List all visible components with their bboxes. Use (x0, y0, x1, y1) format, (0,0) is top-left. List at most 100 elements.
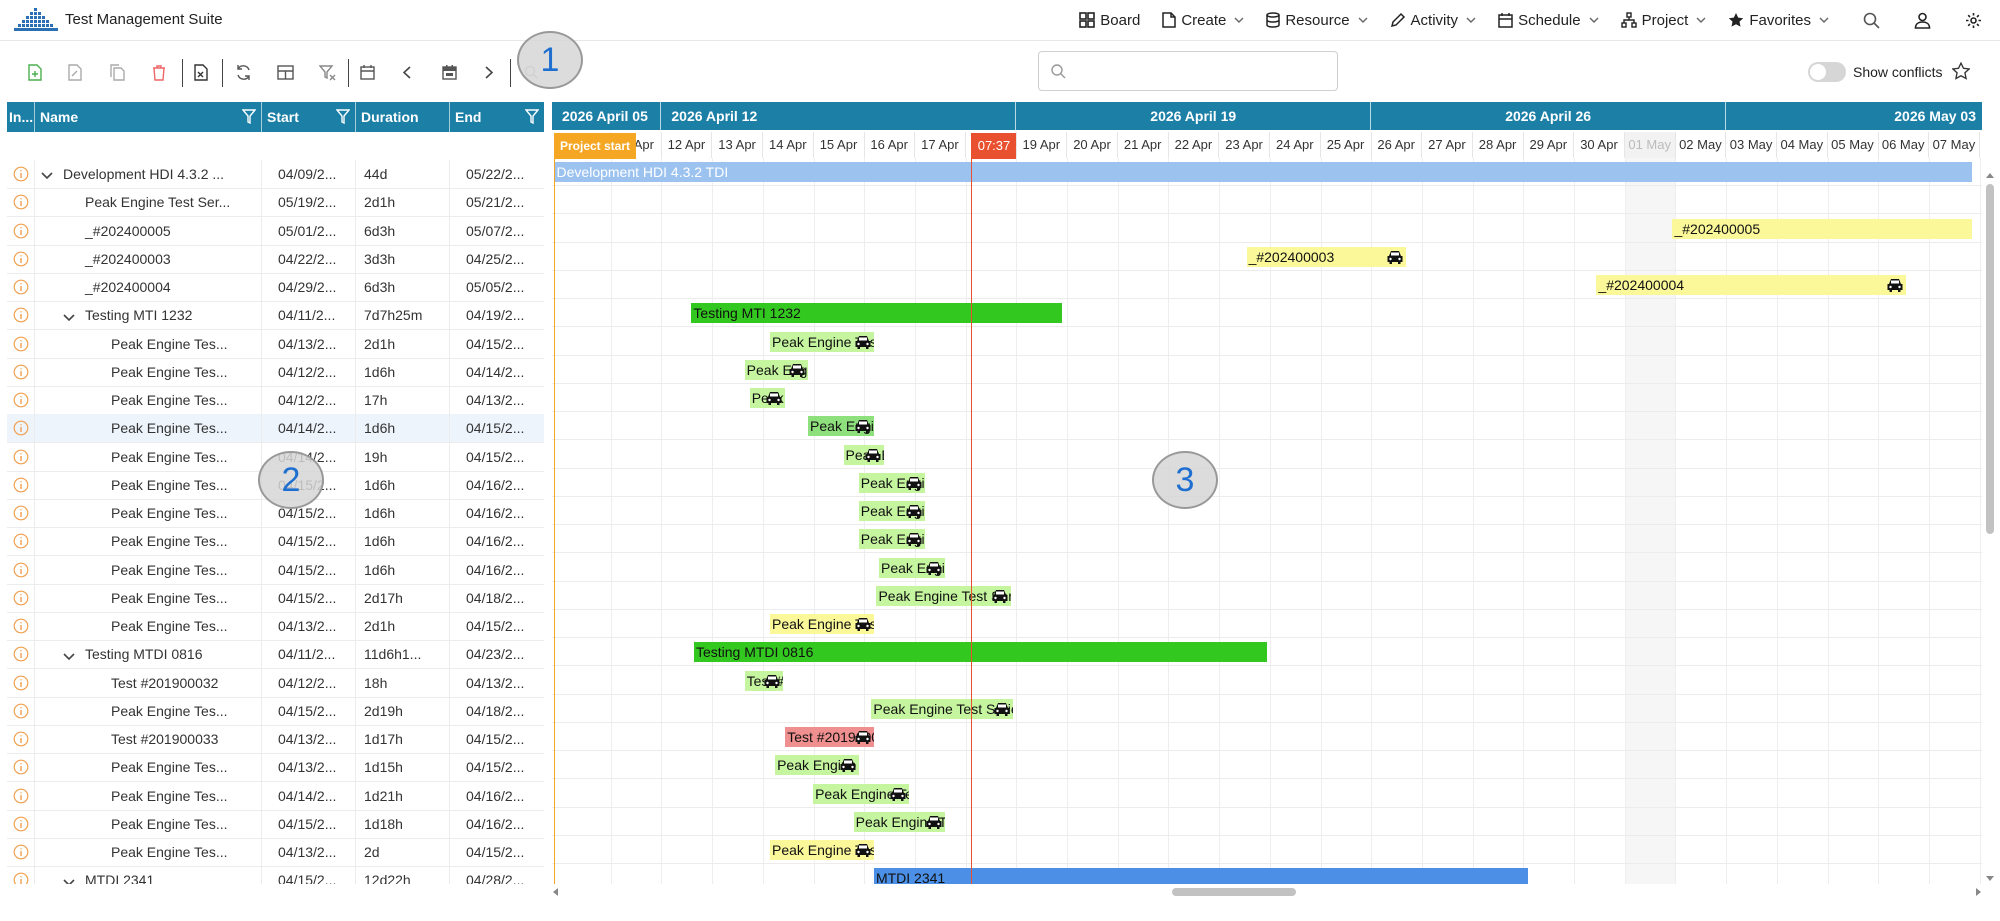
task-bar[interactable]: Peak Engine Test Series (858, 472, 925, 493)
info-cell[interactable] (7, 838, 35, 866)
task-bar[interactable]: Testing MTI 1232 (691, 303, 1062, 324)
global-search-button[interactable] (1863, 12, 1880, 29)
info-cell[interactable] (7, 583, 35, 612)
info-cell[interactable] (7, 386, 35, 414)
filter-icon[interactable] (242, 109, 256, 124)
settings-button[interactable] (1965, 12, 1982, 29)
task-bar[interactable]: Peak Engine Test Series (770, 614, 874, 634)
go-to-date-button[interactable] (356, 61, 378, 83)
user-profile-button[interactable] (1914, 12, 1931, 29)
delete-button[interactable] (148, 61, 170, 83)
table-row[interactable]: MTDI 2341 04/15/2... 12d22h 04/28/2... (7, 866, 544, 884)
task-bar[interactable]: Peak Engine Test Series (843, 444, 885, 465)
task-bar[interactable]: Peak Engine Test Series (876, 585, 1011, 606)
expand-toggle[interactable] (41, 161, 55, 188)
column-header-name[interactable]: Name (35, 102, 262, 132)
nav-resource[interactable]: Resource (1266, 12, 1368, 29)
task-bar[interactable]: _#202400005 (1672, 218, 1972, 239)
info-cell[interactable] (7, 527, 35, 556)
table-row[interactable]: _#202400004 04/29/2... 6d3h 05/05/2... (7, 273, 544, 302)
table-row[interactable]: Peak Engine Tes... 04/13/2... 1d15h 04/15/2… (7, 753, 544, 783)
clear-filter-button[interactable] (316, 61, 338, 83)
search-input[interactable] (1075, 58, 1329, 86)
info-cell[interactable] (7, 160, 35, 188)
expand-toggle[interactable] (63, 642, 77, 669)
table-row[interactable]: Test #201900032 04/12/2... 18h 04/13/2... (7, 668, 544, 698)
info-cell[interactable] (7, 809, 35, 838)
task-bar[interactable]: _#202400003 (1246, 246, 1407, 267)
info-cell[interactable] (7, 329, 35, 358)
table-row[interactable]: Peak Engine Tes... 04/15/2...1d6h 04/16/2.… (7, 555, 544, 585)
expand-toggle[interactable] (63, 868, 77, 884)
info-cell[interactable] (7, 696, 35, 725)
columns-button[interactable] (274, 61, 296, 83)
table-row[interactable]: _#202400003 04/22/2... 3d3h 04/25/2... (7, 244, 544, 274)
project-start-marker[interactable]: Project start (554, 133, 636, 159)
scroll-left-icon[interactable] (552, 888, 560, 896)
nav-create[interactable]: Create (1162, 12, 1244, 29)
task-bar[interactable]: Peak Engine Test Series (858, 529, 925, 550)
today-button[interactable] (438, 61, 460, 83)
nav-schedule[interactable]: Schedule (1498, 12, 1599, 29)
task-bar[interactable]: Peak Engine Test Series (879, 557, 945, 578)
copy-file-button[interactable] (106, 61, 128, 83)
table-row[interactable]: Peak Engine Tes... 04/12/2... 1d6h 04/14/2.… (7, 357, 544, 387)
table-row[interactable]: Peak Engine Tes... 04/13/2... 2d 04/15/2... (7, 838, 544, 867)
info-cell[interactable] (7, 244, 35, 273)
table-row[interactable]: Test #201900033 04/13/2... 1d17h 04/15/2... (7, 725, 544, 754)
vertical-scroll-thumb[interactable] (1986, 184, 1994, 534)
task-bar[interactable]: Peak Engine Test Series (775, 755, 859, 776)
edit-file-button[interactable] (64, 61, 86, 83)
info-cell[interactable] (7, 442, 35, 471)
info-cell[interactable] (7, 216, 35, 245)
task-bar[interactable]: Peak Engine Test Series (749, 388, 786, 408)
task-bar[interactable]: Peak Engine Test Series (770, 331, 874, 352)
info-cell[interactable] (7, 555, 35, 584)
new-excel-button[interactable] (24, 61, 46, 83)
task-bar[interactable]: Development HDI 4.3.2 TDI (554, 162, 1972, 182)
table-row[interactable]: Peak Engine Tes... 04/15/2... 1d18h 04/16/2… (7, 809, 544, 839)
info-cell[interactable] (7, 640, 35, 669)
previous-button[interactable] (396, 61, 418, 83)
nav-favorites[interactable]: Favorites (1728, 12, 1829, 29)
column-header-start[interactable]: Start (262, 102, 356, 132)
info-cell[interactable] (7, 499, 35, 527)
info-cell[interactable] (7, 188, 35, 217)
vertical-scrollbar[interactable] (1984, 173, 1996, 882)
favorite-button[interactable] (1951, 61, 1971, 85)
column-header-duration[interactable]: Duration (356, 102, 450, 132)
info-cell[interactable] (7, 781, 35, 810)
expand-toggle[interactable] (63, 303, 77, 330)
info-cell[interactable] (7, 753, 35, 782)
task-bar[interactable]: Peak Engine Test Series (744, 359, 809, 380)
table-row[interactable]: Peak Engine Tes... 04/13/2... 2d1h 04/15/2.… (7, 612, 544, 641)
info-cell[interactable] (7, 470, 35, 499)
table-row[interactable]: Peak Engine Tes... 04/13/2... 2d1h 04/15/2.… (7, 329, 544, 359)
scroll-right-icon[interactable] (1974, 888, 1982, 896)
table-row[interactable]: Peak Engine Tes... 04/14/2... 1d21h 04/16/2… (7, 781, 544, 811)
table-row[interactable]: Development HDI 4.3.2 ... 04/09/2... 44d 05… (7, 160, 544, 189)
scroll-down-icon[interactable] (1986, 874, 1994, 882)
task-bar[interactable]: Peak Engine Test Series (871, 698, 1014, 719)
task-bar[interactable]: Testing MTDI 0816 (693, 642, 1267, 663)
table-row[interactable]: Peak Engine Tes... 04/15/2... 2d17h 04/18/2… (7, 583, 544, 613)
table-row[interactable]: Peak Engine Tes... 04/12/2... 17h 04/13/2..… (7, 386, 544, 415)
table-row[interactable]: Testing MTI 1232 04/11/2... 7d7h25m 04/19/2… (7, 301, 544, 331)
table-row[interactable]: Testing MTDI 0816 04/11/2... 11d6h1... 04/2… (7, 640, 544, 670)
filter-icon[interactable] (336, 109, 350, 124)
task-bar[interactable]: Test #201900033 (785, 727, 874, 747)
refresh-button[interactable] (232, 61, 254, 83)
table-row[interactable]: Peak Engine Tes... 04/15/2...1d6h 04/16/2.… (7, 499, 544, 528)
info-cell[interactable] (7, 866, 35, 884)
nav-project[interactable]: Project (1620, 12, 1707, 29)
filter-icon[interactable] (525, 109, 539, 124)
task-bar[interactable]: _#202400004 (1596, 275, 1906, 295)
column-header-info[interactable]: In... (7, 102, 35, 132)
table-row[interactable]: _#202400005 05/01/2... 6d3h 05/07/2... (7, 216, 544, 246)
next-button[interactable] (478, 61, 500, 83)
table-row[interactable]: Peak Engine Tes... 04/15/2...1d6h 04/16/2.… (7, 527, 544, 557)
show-conflicts-toggle[interactable] (1808, 62, 1846, 82)
task-bar[interactable]: Peak Engine Test Series (858, 501, 925, 521)
task-bar[interactable]: Test #201900032 (744, 670, 783, 691)
nav-activity[interactable]: Activity (1390, 12, 1477, 29)
